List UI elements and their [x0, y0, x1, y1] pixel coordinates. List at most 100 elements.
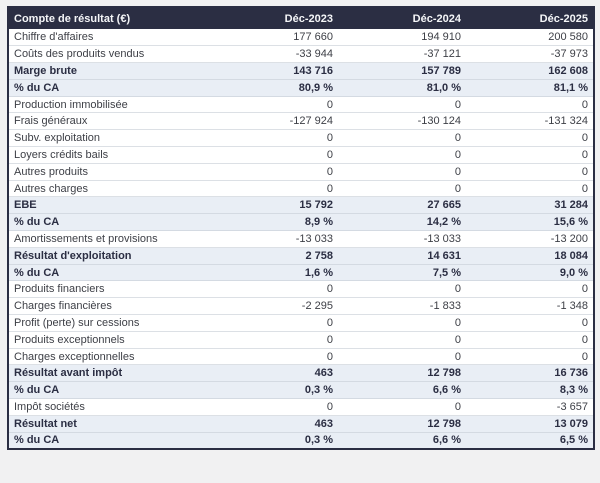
- row-value: 16 736: [466, 364, 594, 383]
- table-row: Loyers crédits bails 0 0 0: [8, 146, 594, 164]
- row-value: 0: [466, 314, 594, 332]
- table-row: Autres charges 0 0 0: [8, 180, 594, 198]
- row-label: Résultat avant impôt: [8, 364, 210, 383]
- row-value: 7,5 %: [338, 264, 466, 282]
- row-label: Production immobilisée: [8, 96, 210, 114]
- row-value: 0: [210, 348, 338, 366]
- row-value: 0: [466, 129, 594, 148]
- row-label: Impôt sociétés: [8, 398, 210, 416]
- row-value: 15,6 %: [466, 213, 594, 232]
- row-value: 0: [210, 314, 338, 332]
- row-value: -33 944: [210, 45, 338, 64]
- row-label: Résultat d'exploitation: [8, 247, 210, 265]
- row-label: % du CA: [8, 432, 210, 450]
- table-row: % du CA 80,9 % 81,0 % 81,1 %: [8, 79, 594, 97]
- row-value: 0: [466, 280, 594, 299]
- row-value: -127 924: [210, 112, 338, 131]
- row-value: 463: [210, 364, 338, 383]
- row-value: 27 665: [338, 196, 466, 215]
- row-value: 0: [466, 146, 594, 164]
- row-value: 81,0 %: [338, 79, 466, 97]
- table-row: Frais généraux -127 924 -130 124 -131 324: [8, 112, 594, 131]
- row-label: % du CA: [8, 381, 210, 400]
- row-value: 13 079: [466, 415, 594, 433]
- row-label: Profit (perte) sur cessions: [8, 314, 210, 332]
- column-header-dec-2025: Déc-2025: [466, 7, 594, 29]
- row-value: 0: [210, 331, 338, 349]
- row-value: 162 608: [466, 62, 594, 80]
- row-value: 0: [338, 280, 466, 299]
- table-header: Compte de résultat (€) Déc-2023 Déc-2024…: [8, 7, 594, 29]
- table-row: EBE 15 792 27 665 31 284: [8, 196, 594, 215]
- row-label: Amortissements et provisions: [8, 230, 210, 248]
- row-value: 12 798: [338, 364, 466, 383]
- row-value: 8,9 %: [210, 213, 338, 232]
- row-label: Autres charges: [8, 180, 210, 198]
- row-value: 18 084: [466, 247, 594, 265]
- row-value: 2 758: [210, 247, 338, 265]
- table-row: Résultat net 463 12 798 13 079: [8, 415, 594, 433]
- row-label: Chiffre d'affaires: [8, 29, 210, 47]
- row-value: 463: [210, 415, 338, 433]
- row-value: 157 789: [338, 62, 466, 80]
- table-row: Coûts des produits vendus -33 944 -37 121-…: [8, 45, 594, 64]
- row-value: 0: [466, 180, 594, 198]
- row-value: 0: [210, 129, 338, 148]
- row-label: % du CA: [8, 264, 210, 282]
- row-value: 12 798: [338, 415, 466, 433]
- row-label: Produits exceptionnels: [8, 331, 210, 349]
- row-value: 14 631: [338, 247, 466, 265]
- row-label: Produits financiers: [8, 280, 210, 299]
- row-label: Frais généraux: [8, 112, 210, 131]
- table-row: Résultat d'exploitation 2 758 14 631 18 084: [8, 247, 594, 265]
- row-value: 15 792: [210, 196, 338, 215]
- row-label: % du CA: [8, 213, 210, 232]
- row-value: 0: [338, 314, 466, 332]
- page: Compte de résultat (€) Déc-2023 Déc-2024…: [7, 6, 595, 450]
- table-row: Autres produits 0 0 0: [8, 163, 594, 181]
- row-value: 1,6 %: [210, 264, 338, 282]
- row-value: 81,1 %: [466, 79, 594, 97]
- row-value: 0: [210, 280, 338, 299]
- row-value: 177 660: [210, 29, 338, 47]
- table-row: Charges financières -2 295 -1 833 -1 348: [8, 297, 594, 316]
- table-row: Amortissements et provisions -13 033 -13 0…: [8, 230, 594, 248]
- row-value: -13 200: [466, 230, 594, 248]
- row-label: Coûts des produits vendus: [8, 45, 210, 64]
- row-value: 0: [210, 180, 338, 198]
- table-row: % du CA 0,3 % 6,6 % 6,5 %: [8, 432, 594, 450]
- row-value: 6,6 %: [338, 432, 466, 450]
- income-statement-table: Compte de résultat (€) Déc-2023 Déc-2024…: [7, 6, 595, 450]
- row-value: 194 910: [338, 29, 466, 47]
- row-value: -131 324: [466, 112, 594, 131]
- row-value: 80,9 %: [210, 79, 338, 97]
- row-value: 0: [466, 348, 594, 366]
- row-value: 0,3 %: [210, 432, 338, 450]
- row-label: Charges financières: [8, 297, 210, 316]
- table-body: Chiffre d'affaires 177 660 194 910 200 580 C…: [8, 29, 594, 450]
- table-row: Produits financiers 0 0 0: [8, 280, 594, 299]
- row-value: 0: [338, 398, 466, 416]
- column-header-dec-2023: Déc-2023: [210, 7, 338, 29]
- table-row: % du CA 1,6 % 7,5 % 9,0 %: [8, 264, 594, 282]
- row-value: 0: [210, 96, 338, 114]
- column-header-dec-2024: Déc-2024: [338, 7, 466, 29]
- table-row: Production immobilisée 0 0 0: [8, 96, 594, 114]
- table-row: % du CA 8,9 % 14,2 % 15,6 %: [8, 213, 594, 232]
- row-value: 0: [466, 96, 594, 114]
- row-value: -1 348: [466, 297, 594, 316]
- row-label: Résultat net: [8, 415, 210, 433]
- row-value: 14,2 %: [338, 213, 466, 232]
- row-value: 0,3 %: [210, 381, 338, 400]
- row-value: 143 716: [210, 62, 338, 80]
- row-value: 0: [466, 331, 594, 349]
- row-value: 0: [338, 180, 466, 198]
- row-value: 0: [210, 163, 338, 181]
- row-value: -13 033: [338, 230, 466, 248]
- table-row: Produits exceptionnels 0 0 0: [8, 331, 594, 349]
- row-value: 0: [338, 146, 466, 164]
- row-value: 0: [338, 348, 466, 366]
- row-value: 0: [338, 96, 466, 114]
- row-label: % du CA: [8, 79, 210, 97]
- table-row: Impôt sociétés 0 0 -3 657: [8, 398, 594, 416]
